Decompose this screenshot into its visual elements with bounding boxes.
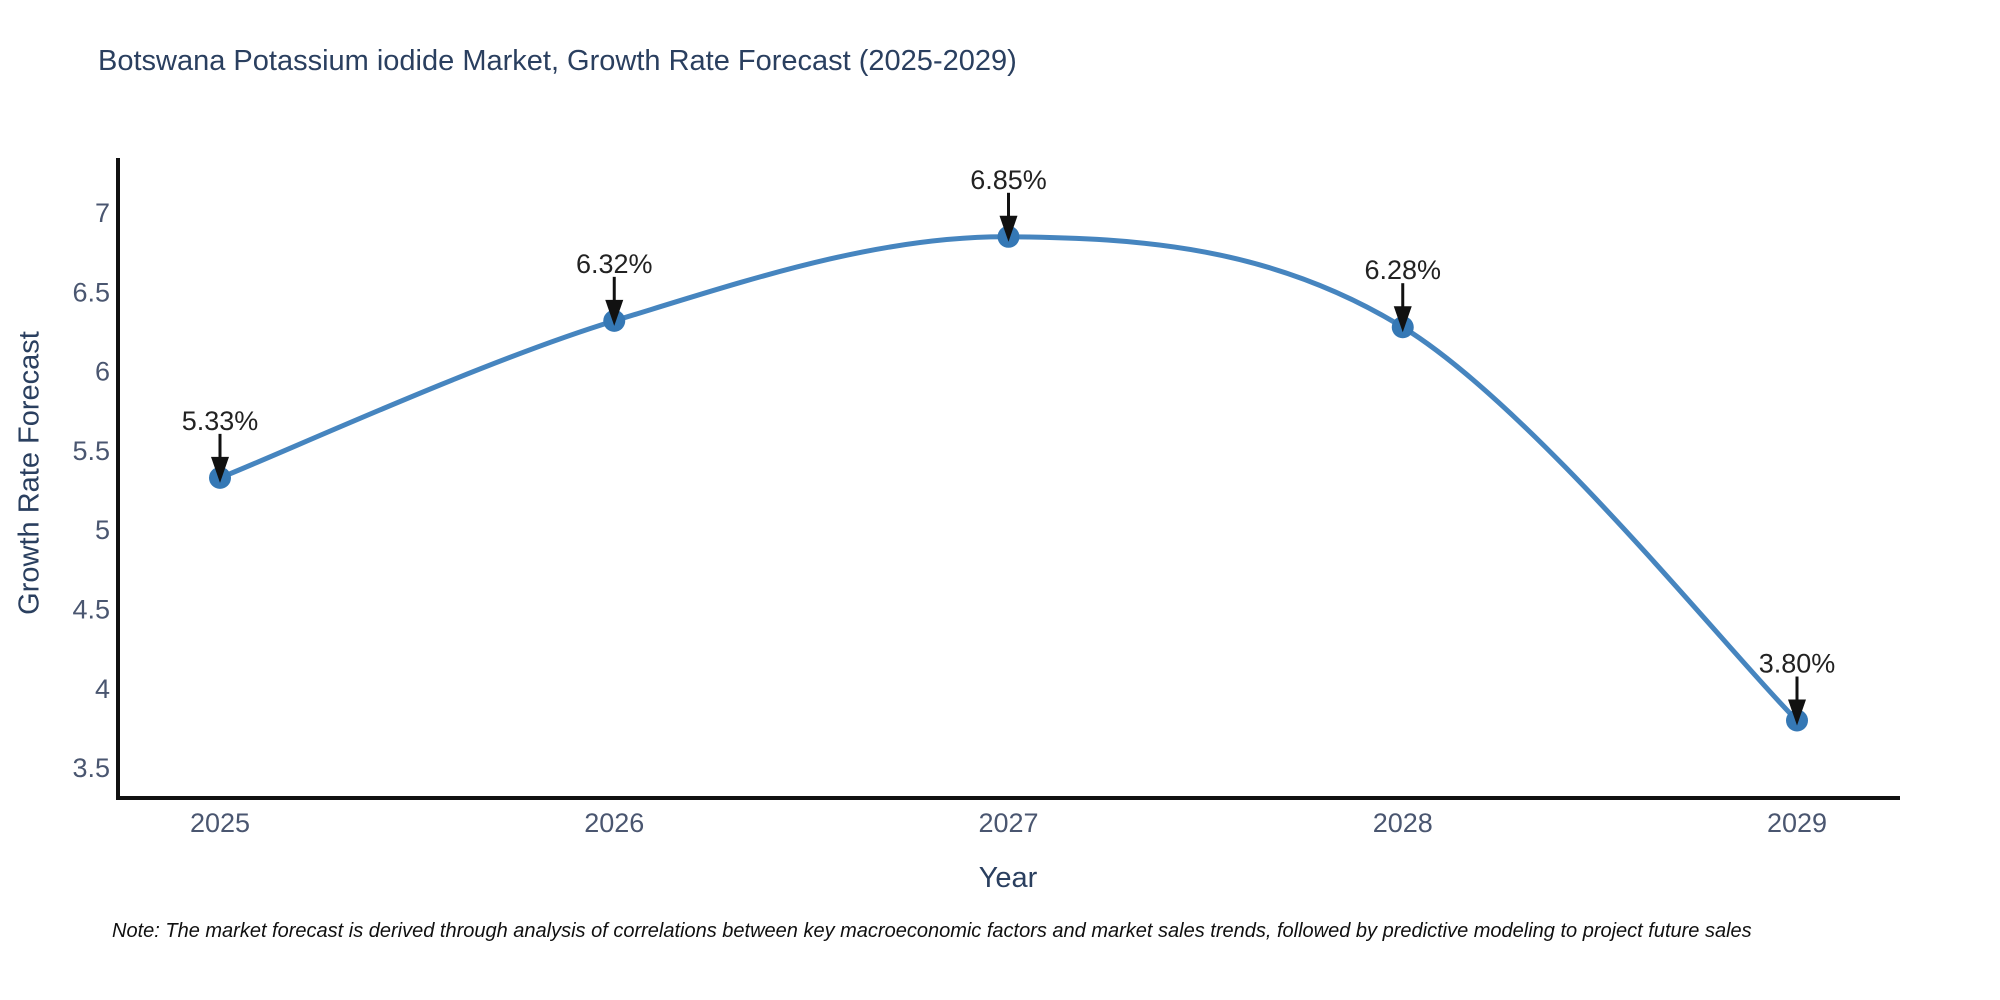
x-tick-label: 2025	[190, 808, 250, 838]
series-line	[217, 234, 1800, 724]
y-tick-label: 4.5	[72, 595, 110, 625]
x-tick-label: 2026	[584, 808, 644, 838]
chart-title: Botswana Potassium iodide Market, Growth…	[98, 45, 1017, 77]
x-axis-title: Year	[978, 862, 1038, 894]
data-point-label: 6.32%	[576, 249, 653, 279]
data-point-label: 6.28%	[1364, 255, 1441, 285]
y-tick-label: 6.5	[72, 277, 110, 307]
x-tick-label: 2027	[978, 808, 1038, 838]
annotation-arrow-head	[1393, 306, 1412, 333]
data-point-label: 5.33%	[182, 406, 259, 436]
y-tick-label: 5.5	[72, 436, 110, 466]
annotation-arrow-head	[1788, 699, 1806, 726]
x-tick-label: 2029	[1767, 808, 1827, 838]
x-tick-label: 2028	[1373, 808, 1433, 838]
annotation-arrow-head	[999, 215, 1018, 242]
data-point-label: 3.80%	[1759, 649, 1836, 679]
data-point-label: 6.85%	[970, 165, 1047, 195]
y-tick-label: 4	[95, 674, 110, 704]
y-tick-label: 5	[95, 515, 110, 545]
chart-note: Note: The market forecast is derived thr…	[112, 920, 1752, 942]
y-tick-label: 3.5	[72, 753, 110, 783]
annotation-arrow-head	[211, 456, 229, 483]
y-tick-label: 7	[95, 198, 110, 228]
annotation-arrow-head	[605, 299, 624, 326]
y-tick-label: 6	[95, 357, 110, 387]
